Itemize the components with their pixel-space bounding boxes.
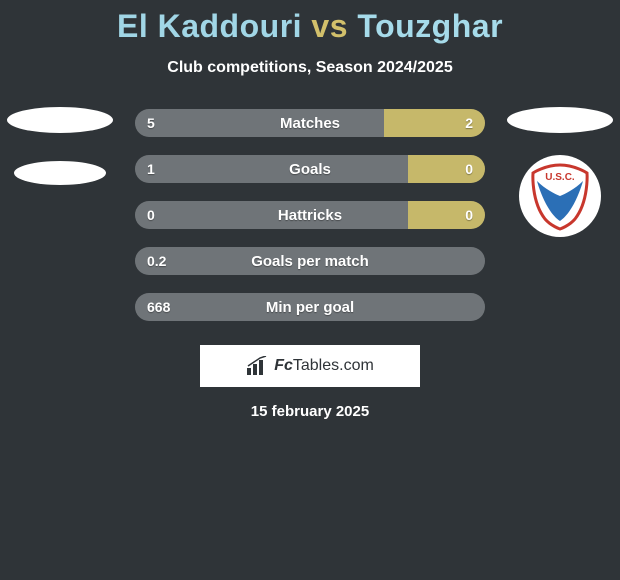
stat-bars: 52Matches 10Goals 00Hattricks 0.2Goals per … <box>135 109 485 321</box>
brand-right: Tables.com <box>293 357 374 374</box>
right-avatar-column: U.S.C. <box>500 109 620 237</box>
stat-label: Goals per match <box>135 247 485 275</box>
stat-row: 668Min per goal <box>135 293 485 321</box>
player2-avatar-placeholder <box>507 107 613 133</box>
brand-chart-icon <box>246 356 268 376</box>
player1-avatar-placeholder <box>7 107 113 133</box>
title-vs: vs <box>311 8 348 44</box>
stat-row: 52Matches <box>135 109 485 137</box>
player1-club-placeholder <box>14 161 106 185</box>
stat-row: 0.2Goals per match <box>135 247 485 275</box>
title-player2: Touzghar <box>357 8 503 44</box>
stat-label: Goals <box>135 155 485 183</box>
subtitle: Club competitions, Season 2024/2025 <box>0 59 620 77</box>
club-badge-icon: U.S.C. <box>525 161 595 231</box>
page-title: El Kaddouri vs Touzghar <box>0 0 620 45</box>
footer-date: 15 february 2025 <box>0 403 620 420</box>
player2-club-badge: U.S.C. <box>519 155 601 237</box>
title-player1: El Kaddouri <box>117 8 302 44</box>
left-avatar-column <box>0 109 120 185</box>
stat-label: Hattricks <box>135 201 485 229</box>
brand-box: FcTables.com <box>200 345 420 387</box>
stat-row: 00Hattricks <box>135 201 485 229</box>
svg-text:U.S.C.: U.S.C. <box>545 172 575 183</box>
stat-label: Matches <box>135 109 485 137</box>
brand-left: Fc <box>274 357 293 374</box>
stat-label: Min per goal <box>135 293 485 321</box>
stat-row: 10Goals <box>135 155 485 183</box>
